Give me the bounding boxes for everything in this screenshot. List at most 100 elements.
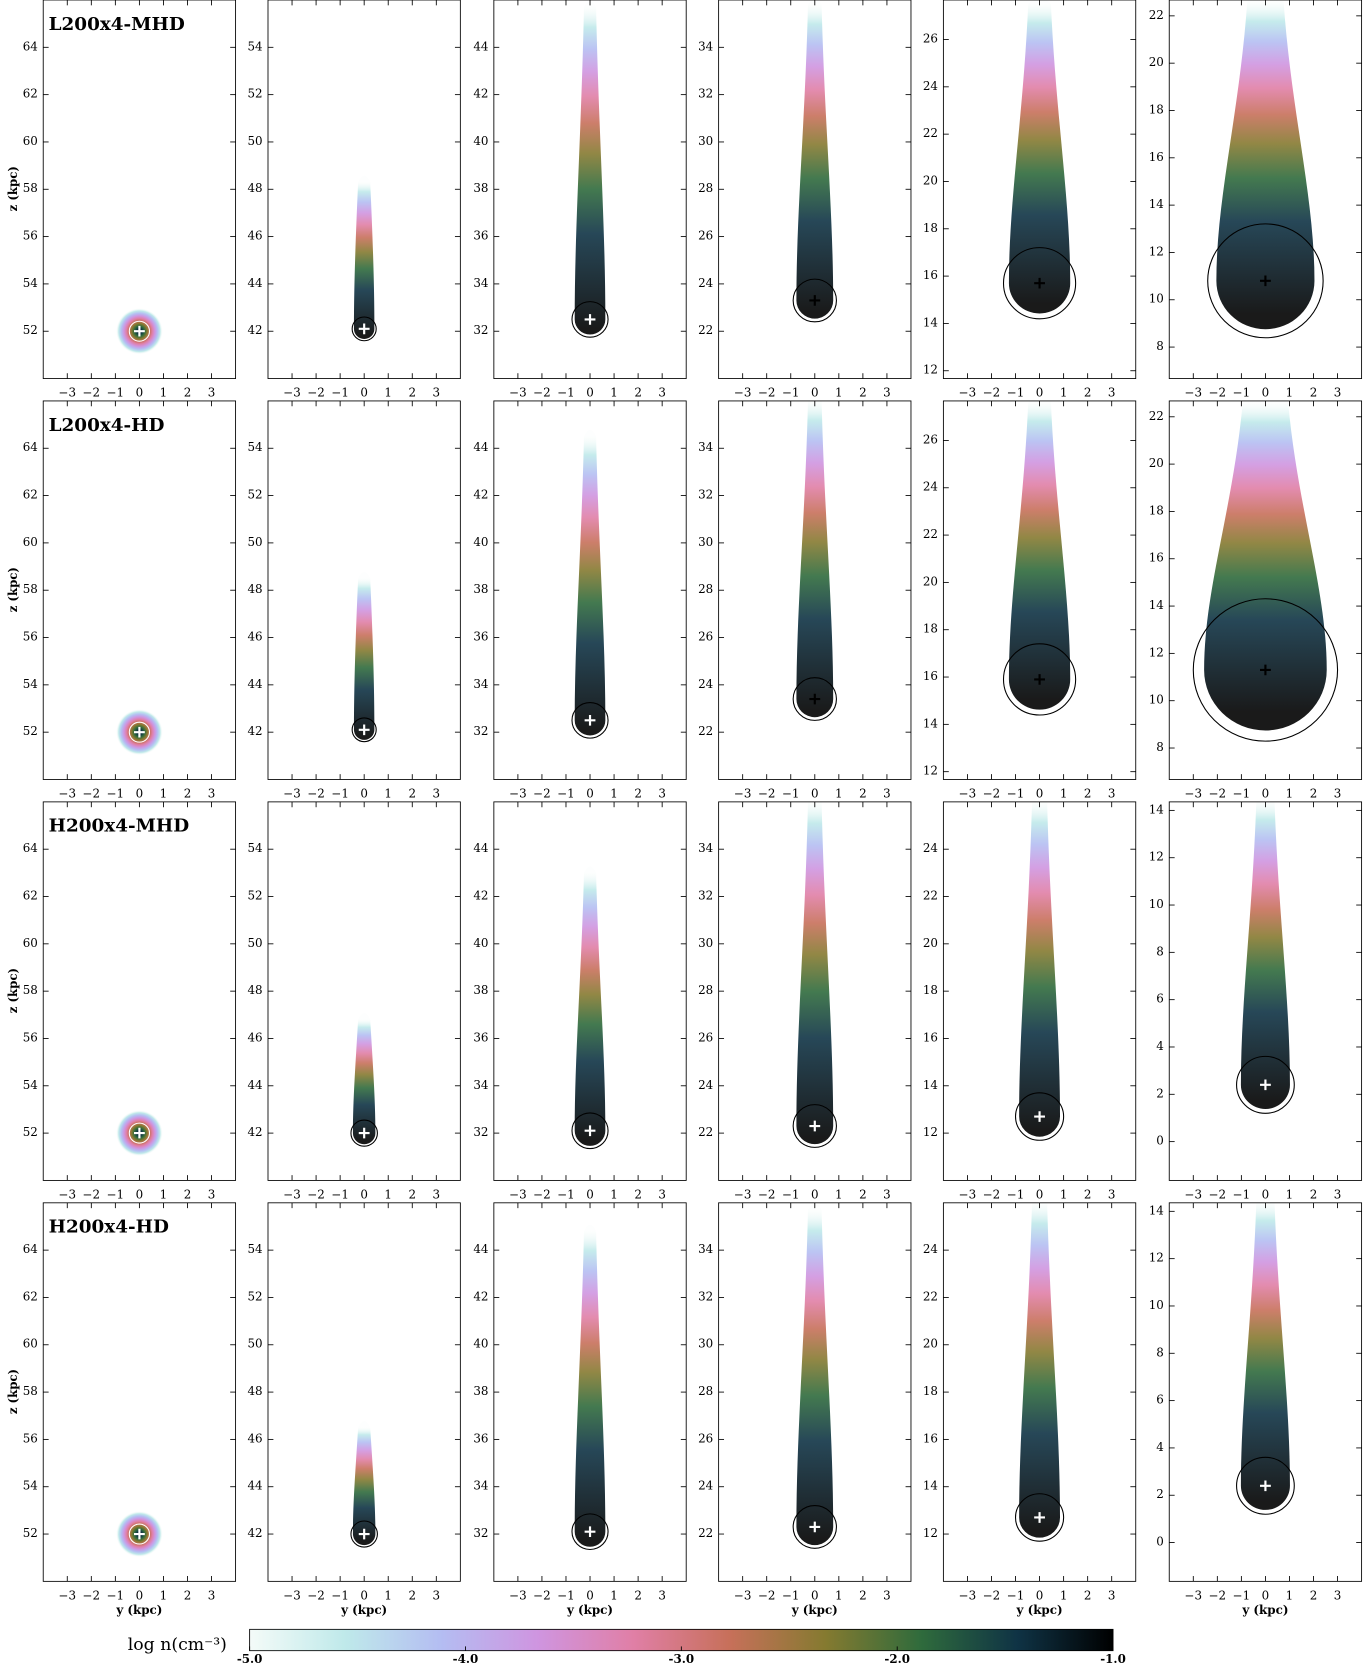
panel [1208, 0, 1323, 338]
x-tick-label: 0 [811, 786, 819, 800]
y-tick-label: 22 [698, 323, 713, 337]
y-tick-label: 10 [1149, 693, 1164, 707]
x-tick-label: −2 [1209, 1588, 1227, 1602]
x-tick-label: −1 [331, 386, 349, 400]
y-tick-label: 58 [23, 582, 38, 596]
y-tick-label: 34 [473, 1078, 488, 1092]
y-tick-label: 42 [473, 488, 488, 502]
x-tick-label: 0 [811, 1187, 819, 1201]
x-tick-label: 1 [160, 386, 168, 400]
x-tick-label: 1 [1060, 386, 1068, 400]
y-tick-label: 24 [923, 841, 938, 855]
x-tick-label: 3 [433, 1588, 441, 1602]
x-tick-label: −2 [758, 1588, 776, 1602]
y-tick-label: 52 [23, 724, 38, 738]
y-tick-label: 22 [923, 889, 938, 903]
y-tick-label: 36 [473, 1031, 488, 1045]
x-tick-label: −1 [557, 1187, 575, 1201]
x-tick-label: 0 [360, 1588, 368, 1602]
x-tick-label: −2 [533, 1187, 551, 1201]
x-tick-label: −3 [959, 786, 977, 800]
x-tick-label: −1 [107, 1588, 125, 1602]
x-tick-label: −3 [959, 1588, 977, 1602]
y-tick-label: 44 [473, 39, 488, 53]
x-tick-label: 1 [610, 1187, 618, 1201]
x-tick-label: 0 [136, 1588, 144, 1602]
y-tick-label: 16 [1149, 551, 1164, 565]
y-tick-label: 20 [923, 1337, 938, 1351]
y-tick-label: 44 [473, 1242, 488, 1256]
panel [351, 1421, 377, 1547]
x-tick-label: 0 [1262, 1588, 1270, 1602]
panel [352, 176, 376, 341]
x-tick-label: 3 [658, 1588, 666, 1602]
x-tick-label: 3 [1334, 1588, 1342, 1602]
x-tick-label: −2 [983, 1187, 1001, 1201]
x-tick-label: 3 [883, 386, 891, 400]
y-tick-label: 22 [698, 1526, 713, 1540]
y-tick-label: 20 [1149, 456, 1164, 470]
x-tick-label: −1 [1233, 1187, 1251, 1201]
x-tick-label: −2 [307, 1588, 325, 1602]
x-tick-label: 1 [610, 386, 618, 400]
y-tick-label: 62 [23, 1290, 38, 1304]
y-tick-label: 34 [473, 677, 488, 691]
x-tick-label: −1 [1007, 1588, 1025, 1602]
y-tick-label: 24 [923, 1242, 938, 1256]
figure: 52545658606264−3−2−10123L200x4-MHDz (kpc… [0, 0, 1367, 1672]
y-tick-label: 22 [923, 527, 938, 541]
y-tick-label: 34 [473, 276, 488, 290]
x-tick-label: 1 [384, 1588, 392, 1602]
y-tick-label: 54 [23, 1479, 38, 1493]
y-tick-label: 62 [23, 87, 38, 101]
y-tick-label: 40 [473, 1337, 488, 1351]
y-tick-label: 8 [1156, 944, 1164, 958]
x-axis-label: y (kpc) [340, 1603, 387, 1617]
x-tick-label: −3 [509, 386, 527, 400]
x-tick-label: 0 [1036, 786, 1044, 800]
y-axis-label: z (kpc) [6, 1369, 20, 1414]
x-tick-label: −3 [959, 386, 977, 400]
y-tick-label: 36 [473, 1431, 488, 1445]
y-tick-label: 52 [247, 1290, 262, 1304]
y-tick-label: 58 [23, 983, 38, 997]
y-tick-label: 52 [247, 87, 262, 101]
y-axis-label: z (kpc) [6, 968, 20, 1013]
y-tick-label: 12 [923, 363, 938, 377]
x-tick-label: 2 [1084, 1588, 1092, 1602]
x-tick-label: −2 [307, 386, 325, 400]
x-tick-label: 2 [184, 786, 192, 800]
y-tick-label: 54 [247, 440, 262, 454]
y-tick-label: 20 [923, 936, 938, 950]
x-tick-label: −2 [758, 386, 776, 400]
x-tick-label: 1 [1060, 1588, 1068, 1602]
x-axis-label: y (kpc) [115, 1603, 162, 1617]
x-tick-label: 0 [1262, 786, 1270, 800]
y-tick-label: 52 [23, 1526, 38, 1540]
y-tick-label: 24 [923, 480, 938, 494]
x-tick-label: 2 [1310, 1588, 1318, 1602]
y-tick-label: 28 [698, 181, 713, 195]
x-tick-label: 0 [811, 386, 819, 400]
y-tick-label: 12 [1149, 1251, 1164, 1265]
x-tick-label: −1 [107, 1187, 125, 1201]
x-tick-label: −1 [782, 386, 800, 400]
y-tick-label: 42 [473, 87, 488, 101]
plume [575, 1, 606, 335]
y-tick-label: 30 [698, 936, 713, 950]
x-tick-label: −1 [557, 1588, 575, 1602]
y-tick-label: 34 [698, 440, 713, 454]
y-tick-label: 56 [23, 630, 38, 644]
y-tick-label: 60 [23, 134, 38, 148]
y-tick-label: 12 [1149, 244, 1164, 258]
y-tick-label: 30 [698, 1337, 713, 1351]
x-tick-label: −1 [331, 1187, 349, 1201]
x-tick-label: 2 [859, 386, 867, 400]
x-tick-label: 1 [610, 786, 618, 800]
x-tick-label: −3 [59, 786, 77, 800]
y-tick-label: 14 [923, 1479, 938, 1493]
y-tick-label: 42 [247, 1125, 262, 1139]
y-tick-label: 12 [923, 1125, 938, 1139]
y-tick-label: 60 [23, 936, 38, 950]
y-tick-label: 12 [1149, 645, 1164, 659]
